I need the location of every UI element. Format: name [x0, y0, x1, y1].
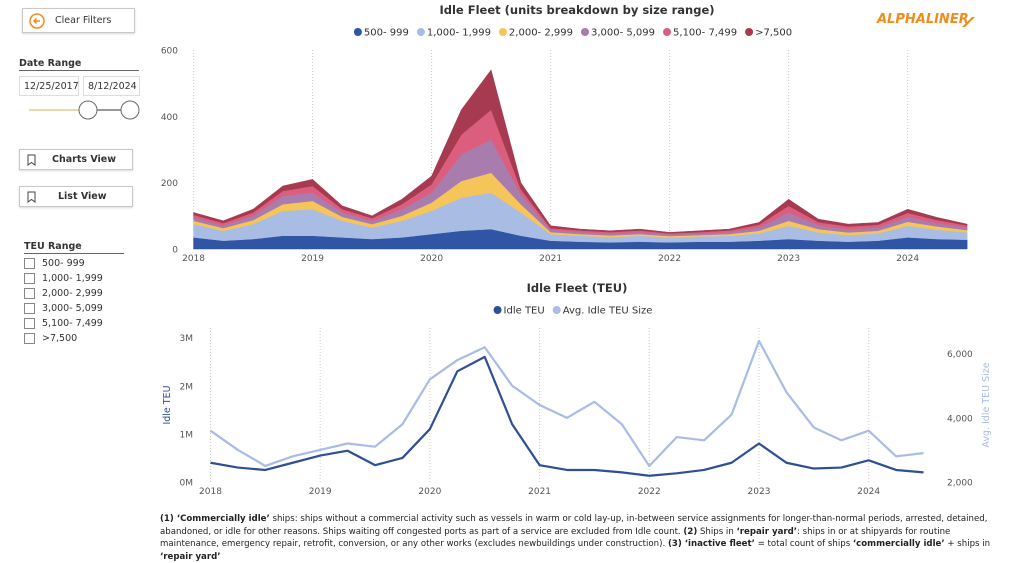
footnote-part: (1) ‘Commercially idle’: [160, 514, 270, 524]
teu-range-option[interactable]: >7,500: [24, 331, 103, 346]
date-slider[interactable]: [19, 98, 144, 122]
option-label: 500- 999: [42, 258, 85, 269]
option-label: 1,000- 1,999: [42, 273, 103, 284]
x-tick-label: 2021: [528, 487, 551, 497]
y2-tick-label: 2,000: [947, 479, 973, 489]
checkbox: [24, 333, 35, 344]
y-tick-label: 3M: [180, 334, 194, 344]
teu-range-option[interactable]: 5,100- 7,499: [24, 316, 103, 331]
option-label: 3,000- 5,099: [42, 303, 103, 314]
footnote: (1) ‘Commercially idle’ ships: ships wit…: [160, 513, 992, 563]
button-label: Clear Filters: [55, 15, 112, 26]
teu-range-list: 500- 999 1,000- 1,999 2,000- 2,999 3,000- 5…: [24, 256, 103, 346]
legend-label: 500- 999: [364, 28, 409, 39]
legend: 500- 999 1,000- 1,999 2,000- 2,999 3,000- 5…: [353, 28, 792, 39]
date-range-label: Date Range: [19, 58, 139, 71]
teu-range-option[interactable]: 2,000- 2,999: [24, 286, 103, 301]
start-date-input[interactable]: 12/25/2017: [19, 76, 79, 96]
y-tick-label: 400: [161, 113, 178, 123]
y-tick-label: 2M: [180, 382, 194, 392]
y2-axis-title: Avg. Idle TEU Size: [981, 362, 992, 447]
checkbox: [24, 258, 35, 269]
legend-label: Idle TEU: [504, 306, 545, 317]
footnote-part: (3) ‘inactive fleet’: [667, 539, 755, 549]
checkbox: [24, 288, 35, 299]
footnote-part: = total count of ships: [754, 539, 853, 549]
legend-label: Avg. Idle TEU Size: [563, 306, 653, 317]
teu-range-option[interactable]: 500- 999: [24, 256, 103, 271]
charts-view-button[interactable]: Charts View: [19, 149, 133, 170]
bookmark-icon: [27, 154, 36, 166]
end-date-input[interactable]: 8/12/2024: [83, 76, 140, 96]
back-icon: [29, 12, 45, 29]
x-tick-label: 2022: [638, 487, 661, 497]
teu-range-label: TEU Range: [24, 241, 124, 254]
y-axis-title: Idle TEU: [162, 385, 173, 424]
footnote-part: : ships in or at shipyards for routine m…: [160, 526, 951, 550]
checkbox: [24, 273, 35, 284]
checkbox: [24, 318, 35, 329]
brand-logo: ALPHALINER: [876, 12, 969, 27]
x-tick-label: 2021: [539, 254, 562, 264]
area: [193, 69, 968, 234]
legend-label: 2,000- 2,999: [509, 28, 573, 39]
brand-slash: [962, 17, 975, 27]
x-tick-label: 2018: [182, 254, 205, 264]
x-tick-label: 2023: [777, 254, 800, 264]
line: [210, 355, 924, 477]
option-label: 2,000- 2,999: [42, 288, 103, 299]
line: [209, 339, 924, 468]
option-label: >7,500: [42, 333, 78, 344]
y2-tick-label: 4,000: [947, 414, 973, 424]
x-tick-label: 2020: [420, 254, 443, 264]
footnote-part: ‘repair yard’: [736, 526, 798, 537]
footnote-part: ships: ships without a commercial activi…: [160, 514, 988, 537]
legend-marker: [416, 28, 425, 36]
list-view-button[interactable]: List View: [19, 186, 133, 207]
legend-marker: [552, 306, 561, 314]
footnote-part: ‘repair yard’: [160, 551, 221, 562]
legend-marker: [663, 28, 672, 36]
legend-label: >7,500: [755, 28, 792, 39]
footnote-part: + ships in: [944, 539, 991, 549]
legend-marker: [498, 28, 507, 36]
y-tick-label: 200: [161, 179, 178, 189]
y-tick-label: 600: [161, 47, 178, 57]
x-tick-label: 2024: [857, 487, 880, 497]
y-tick-label: 0: [172, 246, 178, 256]
x-tick-label: 2018: [199, 487, 222, 497]
x-tick-label: 2022: [658, 254, 681, 264]
clear-filters-button[interactable]: Clear Filters: [22, 8, 135, 33]
option-label: 5,100- 7,499: [42, 318, 103, 329]
y2-tick-label: 6,000: [947, 350, 973, 360]
x-tick-label: 2023: [748, 487, 771, 497]
checkbox: [24, 303, 35, 314]
legend-marker: [580, 28, 589, 36]
legend-label: 5,100- 7,499: [673, 28, 737, 39]
y-tick-label: 1M: [180, 430, 194, 440]
charts: ALPHALINER Idle Fleet (units breakdown b…: [161, 3, 992, 497]
teu-range-option[interactable]: 3,000- 5,099: [24, 301, 103, 316]
x-tick-label: 2019: [301, 254, 324, 264]
button-label: List View: [58, 191, 107, 202]
legend-marker: [353, 28, 362, 36]
footnote-part: (2): [683, 526, 698, 537]
legend: Idle TEU Avg. Idle TEU Size: [493, 306, 653, 317]
y-tick-label: 0M: [180, 479, 194, 489]
legend-label: 1,000- 1,999: [427, 28, 491, 39]
teu-range-option[interactable]: 1,000- 1,999: [24, 271, 103, 286]
chart-title: Idle Fleet (TEU): [527, 281, 628, 295]
legend-marker: [493, 306, 502, 314]
x-tick-label: 2019: [309, 487, 332, 497]
x-tick-label: 2020: [418, 487, 441, 497]
footnote-part: ‘commercially idle’: [852, 539, 945, 549]
legend-marker: [745, 28, 754, 36]
button-label: Charts View: [52, 154, 116, 165]
legend-label: 3,000- 5,099: [591, 28, 655, 39]
x-tick-label: 2024: [896, 254, 919, 264]
chart-title: Idle Fleet (units breakdown by size rang…: [439, 3, 714, 17]
footnote-part: Ships in: [697, 526, 737, 537]
bookmark-icon: [27, 191, 36, 203]
